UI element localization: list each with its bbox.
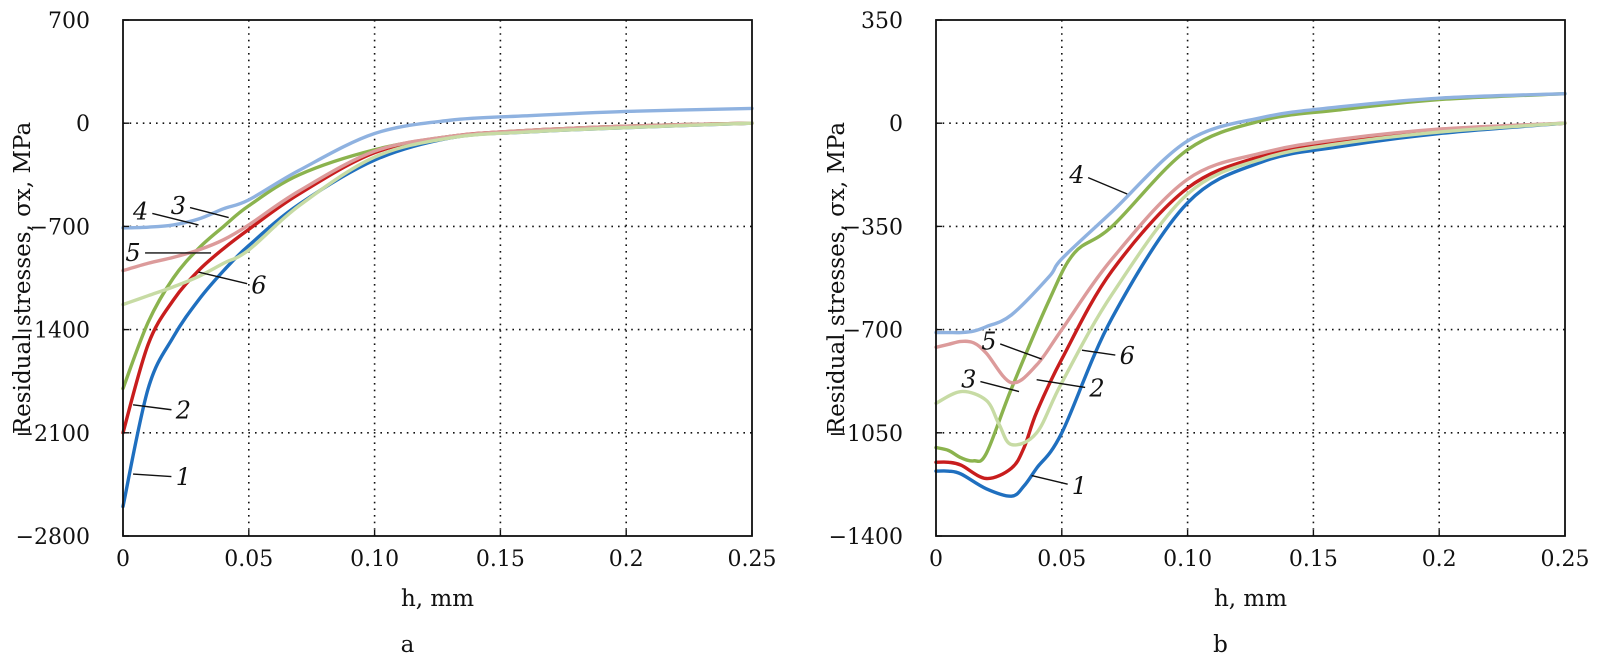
- annotation-leader-3: [189, 206, 229, 219]
- annotation-leader-6: [198, 271, 248, 285]
- x-tick-label: 0.2: [1422, 547, 1457, 572]
- annotation-leader-4: [152, 212, 199, 226]
- curve-label-6: 6: [1120, 342, 1135, 370]
- panel-b-chart: 1 2 3 4 5 6 0 0.05 0.10 0.15 0.2 0.25 350 0 −350 −700 −1…: [824, 9, 1589, 658]
- annotation-leader-3: [980, 380, 1020, 393]
- x-tick-label: 0.05: [1037, 547, 1086, 572]
- series-line-4: [121, 106, 754, 230]
- x-tick-label: 0.25: [1541, 547, 1590, 572]
- annotation-leader-6: [1081, 349, 1116, 356]
- y-axis-label: Residual stresses, σx, MPa: [824, 122, 850, 435]
- series-line-6: [934, 121, 1567, 447]
- y-tick-label: 0: [76, 112, 90, 137]
- y-tick-label: −700: [30, 215, 90, 240]
- y-tick-label: 0: [889, 112, 903, 137]
- x-tick-label: 0: [116, 547, 130, 572]
- y-tick-label: −1400: [829, 525, 903, 550]
- y-tick-label: −1050: [829, 422, 903, 447]
- series-line-1: [934, 121, 1567, 498]
- x-tick-label: 0.15: [1289, 547, 1338, 572]
- curve-label-4: 4: [132, 198, 148, 226]
- curve-label-2: 2: [1088, 375, 1104, 403]
- y-tick-label: 350: [861, 9, 903, 34]
- plot-frame: [122, 19, 753, 537]
- y-tick-label: −2800: [16, 525, 90, 550]
- annotation-leader-1: [1031, 474, 1068, 485]
- panel-label: b: [1213, 632, 1228, 658]
- annotation-leader-4: [1087, 177, 1128, 195]
- curve-label-3: 3: [171, 192, 186, 220]
- x-tick-label: 0.10: [350, 547, 399, 572]
- curve-label-5: 5: [981, 327, 996, 355]
- plot-frame: [935, 19, 1566, 537]
- annotation-leader-1: [133, 473, 172, 478]
- x-tick-label: 0.25: [728, 547, 777, 572]
- y-tick-label: −1400: [16, 319, 90, 344]
- curve-label-3: 3: [961, 366, 976, 394]
- curve-label-4: 4: [1068, 161, 1084, 189]
- series-line-5: [934, 121, 1567, 385]
- curve-label-5: 5: [125, 239, 140, 267]
- annotation-leader-5: [999, 343, 1042, 360]
- x-tick-label: 0: [929, 547, 943, 572]
- x-tick-label: 0.10: [1163, 547, 1212, 572]
- series-line-3: [934, 92, 1567, 464]
- panel-a-chart: 1 2 34 5 6 0 0.05 0.10 0.15 0.2 0.25 700 0 −700 −1400 −…: [10, 9, 776, 658]
- x-axis-label: h, mm: [401, 586, 474, 612]
- x-tick-label: 0.2: [609, 547, 644, 572]
- annotation-leader-2: [1036, 379, 1086, 389]
- series-line-4: [934, 92, 1567, 335]
- y-tick-label: −700: [843, 319, 903, 344]
- curve-label-1: 1: [1072, 472, 1087, 500]
- y-tick-label: −350: [843, 215, 903, 240]
- y-tick-label: 700: [48, 9, 90, 34]
- series-line-2: [934, 121, 1567, 481]
- annotation-leader-2: [132, 404, 172, 411]
- y-axis-label: Residual stresses, σx, MPa: [10, 122, 36, 435]
- x-tick-label: 0.15: [476, 547, 525, 572]
- x-axis-label: h, mm: [1214, 586, 1287, 612]
- curve-label-2: 2: [175, 397, 191, 425]
- panel-label: a: [401, 632, 415, 658]
- series-line-5: [121, 121, 754, 273]
- series-line-6: [121, 121, 754, 307]
- series-line-1: [121, 121, 754, 509]
- curve-label-6: 6: [251, 271, 266, 299]
- y-tick-label: −2100: [16, 422, 90, 447]
- curve-label-1: 1: [176, 463, 191, 491]
- x-tick-label: 0.05: [224, 547, 273, 572]
